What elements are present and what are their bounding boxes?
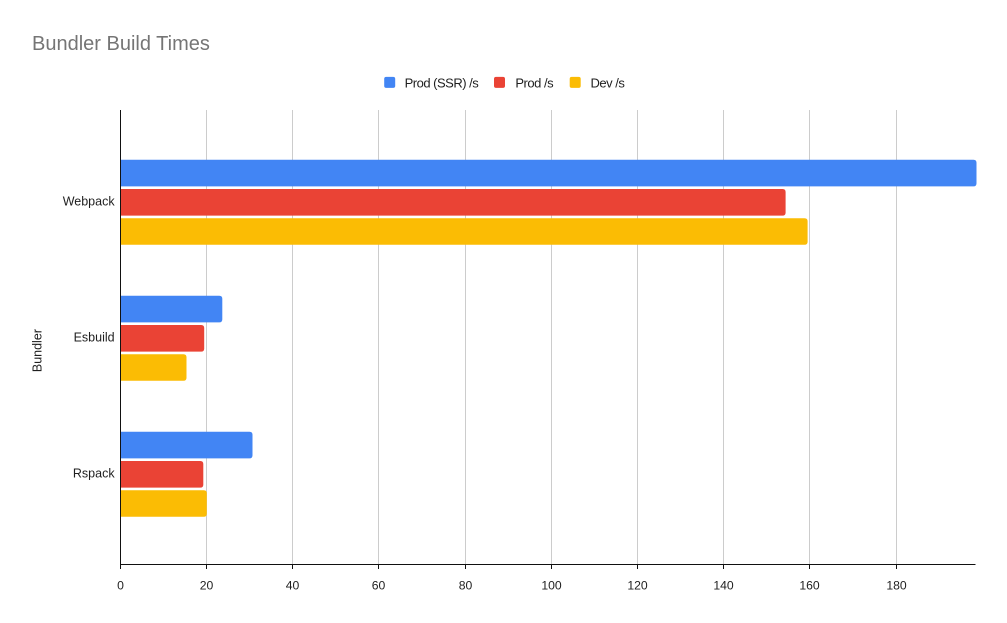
svg-text:80: 80 — [459, 579, 473, 593]
svg-text:60: 60 — [372, 579, 386, 593]
svg-text:Esbuild: Esbuild — [74, 331, 115, 345]
svg-text:140: 140 — [713, 579, 734, 593]
svg-text:120: 120 — [627, 579, 648, 593]
svg-text:Webpack: Webpack — [63, 195, 116, 209]
svg-text:Dev /s: Dev /s — [591, 76, 626, 91]
svg-text:Prod /s: Prod /s — [515, 76, 554, 91]
svg-text:40: 40 — [286, 579, 300, 593]
svg-text:Bundler Build Times: Bundler Build Times — [32, 33, 210, 55]
svg-text:Bundler: Bundler — [30, 329, 44, 372]
svg-text:100: 100 — [541, 579, 562, 593]
svg-text:180: 180 — [886, 579, 907, 593]
svg-text:Rspack: Rspack — [73, 467, 115, 481]
svg-text:160: 160 — [799, 579, 820, 593]
svg-text:20: 20 — [200, 579, 214, 593]
svg-text:0: 0 — [117, 579, 124, 593]
svg-text:Prod (SSR) /s: Prod (SSR) /s — [405, 76, 480, 91]
